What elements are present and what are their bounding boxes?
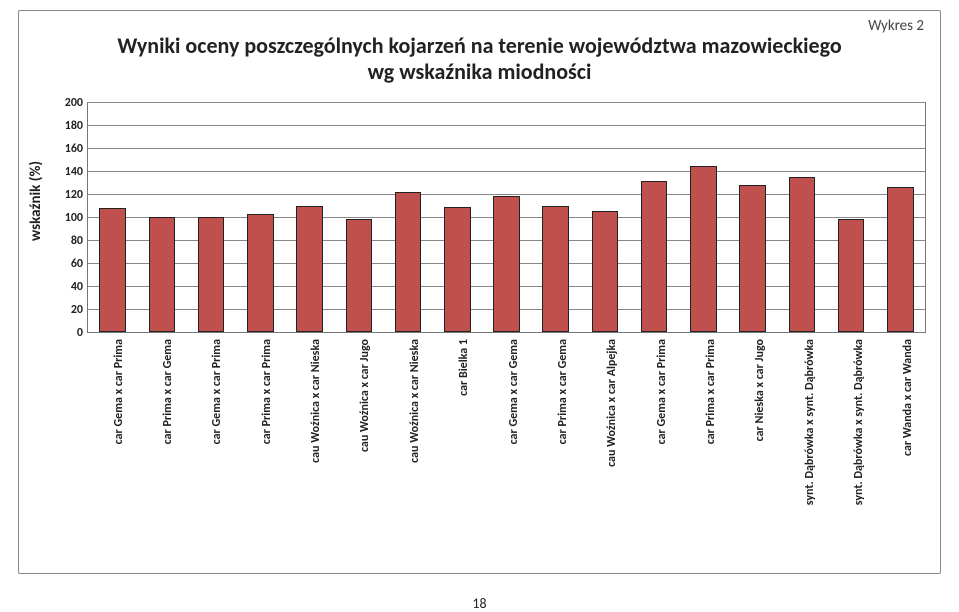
- bar: [444, 207, 471, 332]
- bar: [296, 206, 323, 333]
- title-line-2: wg wskaźnika miodności: [368, 58, 592, 85]
- bar-slot: [433, 207, 482, 332]
- bar: [739, 185, 766, 332]
- x-tick-label: cau Woźnica x car Jugo: [358, 339, 372, 452]
- bar: [542, 206, 569, 333]
- y-tick-label: 0: [53, 326, 83, 340]
- x-label-slot: car Gema x car Gema: [482, 337, 531, 567]
- y-tick-label: 140: [53, 165, 83, 179]
- x-tick-label: cau Woźnica x car Nieska: [309, 339, 323, 463]
- x-tick-label: car Gema x car Prima: [112, 339, 126, 444]
- x-label-slot: car Prima x car Gema: [531, 337, 580, 567]
- x-tick-label: car Bielka 1: [457, 339, 471, 396]
- y-tick-label: 100: [53, 211, 83, 225]
- bar-slot: [482, 196, 531, 332]
- y-tick-label: 20: [53, 303, 83, 317]
- y-tick-label: 180: [53, 119, 83, 133]
- bar-slot: [679, 166, 728, 332]
- x-label-slot: car Prima x car Prima: [679, 337, 728, 567]
- bar: [592, 211, 619, 332]
- x-label-slot: car Gema x car Prima: [630, 337, 679, 567]
- bar-slot: [728, 185, 777, 332]
- x-label-slot: synt. Dąbrówka x synt. Dąbrówka: [827, 337, 876, 567]
- x-label-slot: car Gema x car Prima: [87, 337, 136, 567]
- x-tick-label: synt. Dąbrówka x synt. Dąbrówka: [803, 339, 817, 505]
- title-line-1: Wyniki oceny poszczególnych kojarzeń na …: [117, 32, 841, 59]
- y-axis-label: wskaźnik (%): [27, 161, 45, 241]
- x-label-slot: car Wanda x car Wanda: [877, 337, 926, 567]
- x-labels: car Gema x car Prima car Prima x car Gema…: [87, 337, 926, 567]
- bar: [149, 217, 176, 332]
- bar: [346, 219, 373, 332]
- bar: [247, 214, 274, 332]
- x-label-slot: cau Woźnica x car Jugo: [334, 337, 383, 567]
- bars-container: [87, 103, 926, 333]
- y-tick-label: 60: [53, 257, 83, 271]
- y-tick-label: 80: [53, 234, 83, 248]
- page: Wykres 2 Wyniki oceny poszczególnych koj…: [0, 0, 959, 612]
- y-tick-label: 200: [53, 96, 83, 110]
- bar: [641, 181, 668, 332]
- x-label-slot: car Gema x car Prima: [186, 337, 235, 567]
- bar: [99, 208, 126, 332]
- x-label-slot: car Nieska x car Jugo: [729, 337, 778, 567]
- bar: [198, 217, 225, 332]
- y-tick-label: 40: [53, 280, 83, 294]
- y-tick-label: 160: [53, 142, 83, 156]
- bar-slot: [88, 208, 137, 332]
- bar-slot: [186, 217, 235, 332]
- bar: [493, 196, 520, 332]
- x-tick-label: car Prima x car Prima: [260, 339, 274, 444]
- plot-area: 020406080100120140160180200: [87, 103, 926, 333]
- x-label-slot: car Bielka 1: [433, 337, 482, 567]
- bar-slot: [383, 192, 432, 332]
- bar: [395, 192, 422, 332]
- chart-title: Wyniki oceny poszczególnych kojarzeń na …: [19, 33, 940, 86]
- bar-slot: [137, 217, 186, 332]
- x-tick-label: car Nieska x car Jugo: [753, 339, 767, 441]
- x-tick-label: car Prima x car Prima: [704, 339, 718, 444]
- bar-slot: [827, 219, 876, 332]
- x-tick-label: cau Woźnica x car Alpejka: [605, 339, 619, 467]
- chart-frame: Wykres 2 Wyniki oceny poszczególnych koj…: [18, 10, 941, 574]
- bar: [789, 177, 816, 332]
- x-tick-label: car Wanda x car Wanda: [901, 339, 915, 456]
- bar-slot: [580, 211, 629, 332]
- bar-slot: [334, 219, 383, 332]
- bar: [690, 166, 717, 332]
- x-label-slot: cau Woźnica x car Alpejka: [581, 337, 630, 567]
- page-number: 18: [0, 595, 959, 612]
- x-tick-label: car Prima x car Gema: [556, 339, 570, 444]
- bar: [887, 187, 914, 332]
- bar-slot: [777, 177, 826, 332]
- x-label-slot: cau Woźnica x car Nieska: [383, 337, 432, 567]
- bar-slot: [531, 206, 580, 333]
- bar-slot: [236, 214, 285, 332]
- x-label-slot: synt. Dąbrówka x synt. Dąbrówka: [778, 337, 827, 567]
- x-label-slot: cau Woźnica x car Nieska: [284, 337, 333, 567]
- bar: [838, 219, 865, 332]
- bar-slot: [876, 187, 925, 332]
- y-tick-label: 120: [53, 188, 83, 202]
- x-tick-label: car Gema x car Gema: [507, 339, 521, 444]
- bar-slot: [630, 181, 679, 332]
- x-tick-label: car Gema x car Prima: [655, 339, 669, 444]
- x-tick-label: synt. Dąbrówka x synt. Dąbrówka: [852, 339, 866, 505]
- x-tick-label: car Prima x car Gema: [161, 339, 175, 444]
- x-label-slot: car Prima x car Prima: [235, 337, 284, 567]
- x-tick-label: car Gema x car Prima: [210, 339, 224, 444]
- bar-slot: [285, 206, 334, 333]
- x-label-slot: car Prima x car Gema: [136, 337, 185, 567]
- x-tick-label: cau Woźnica x car Nieska: [408, 339, 422, 463]
